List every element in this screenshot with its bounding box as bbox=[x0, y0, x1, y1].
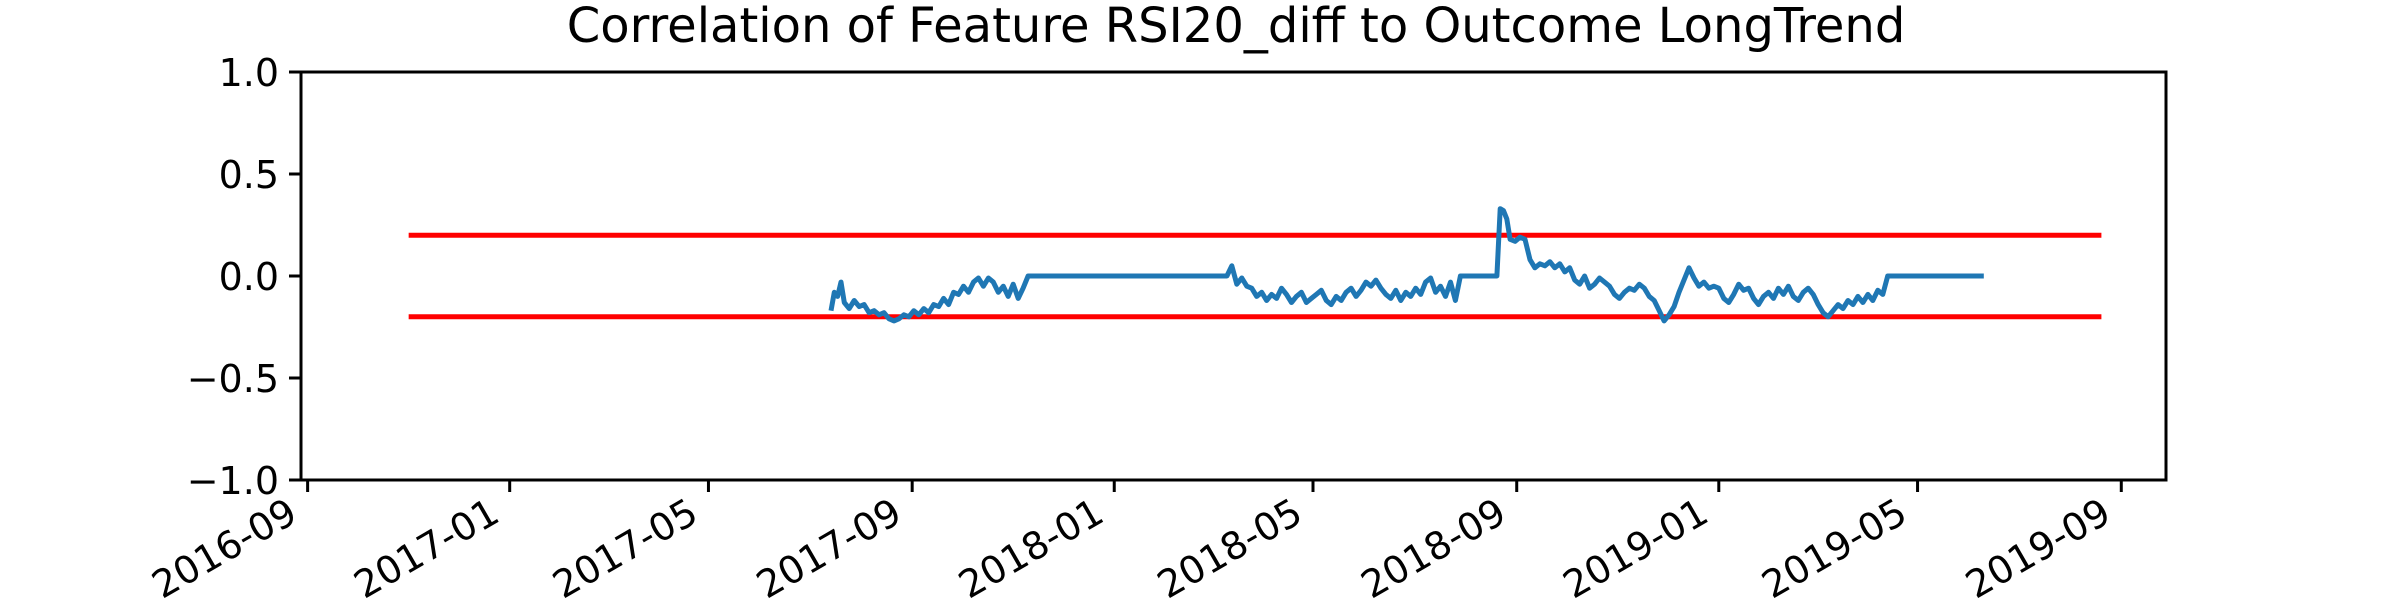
series-line-0 bbox=[828, 206, 1984, 324]
y-tick-label: −1.0 bbox=[187, 459, 279, 503]
y-tick-label: 0.0 bbox=[219, 255, 279, 299]
y-tick-label: 0.5 bbox=[219, 153, 279, 197]
y-tick-label: −0.5 bbox=[187, 357, 279, 401]
series-layer bbox=[828, 206, 1984, 324]
reference-lines bbox=[408, 232, 2102, 320]
y-tick-label: 1.0 bbox=[219, 51, 279, 95]
chart-title: Correlation of Feature RSI20_diff to Out… bbox=[567, 0, 1906, 54]
